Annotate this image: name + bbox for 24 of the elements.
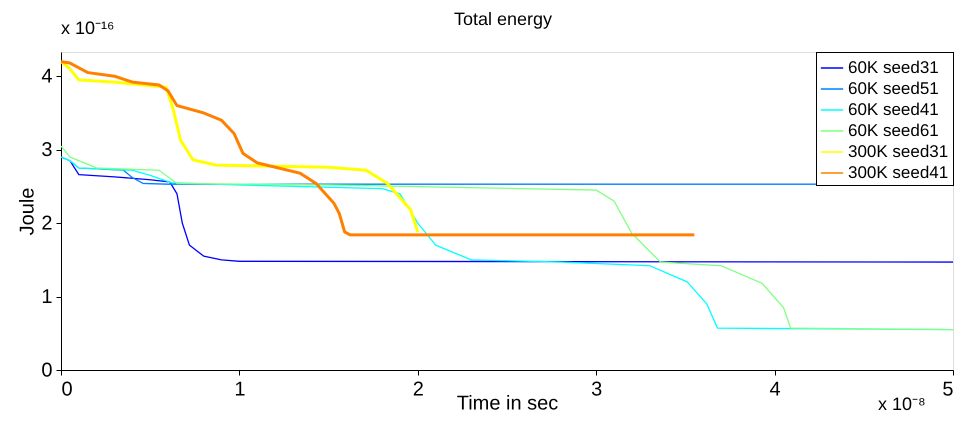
line-series	[61, 60, 696, 236]
y-tick-label: 2	[41, 212, 52, 235]
x-tick-label: 1	[234, 378, 246, 400]
y-tick-label: 3	[41, 139, 52, 162]
y-tick-label: 1	[41, 286, 52, 308]
chart-title: Total energy	[454, 9, 552, 29]
legend-label: 300K seed31	[848, 142, 948, 161]
x-tick-label: 0	[62, 378, 73, 400]
text: x 10⁻⁸	[878, 394, 926, 414]
x-tick-label: 5	[942, 378, 954, 400]
y-tick-label: 0	[41, 360, 52, 382]
legend-label: 60K seed31	[848, 58, 939, 77]
text: x 10⁻¹⁶	[61, 18, 114, 38]
legend-label: 60K seed61	[848, 121, 939, 140]
line-series	[61, 60, 420, 234]
y-axis-title: Joule	[16, 188, 38, 236]
legend-label: 60K seed51	[848, 79, 939, 98]
legend-label: 60K seed41	[848, 100, 939, 119]
x-axis-title: Time in sec	[456, 392, 558, 414]
x-tick-label: 4	[770, 378, 781, 400]
x-tick-label: 2	[412, 378, 424, 400]
legend-label: 300K seed41	[848, 163, 948, 182]
y-tick-label: 4	[41, 66, 52, 88]
x-tick-label: 3	[591, 378, 602, 400]
